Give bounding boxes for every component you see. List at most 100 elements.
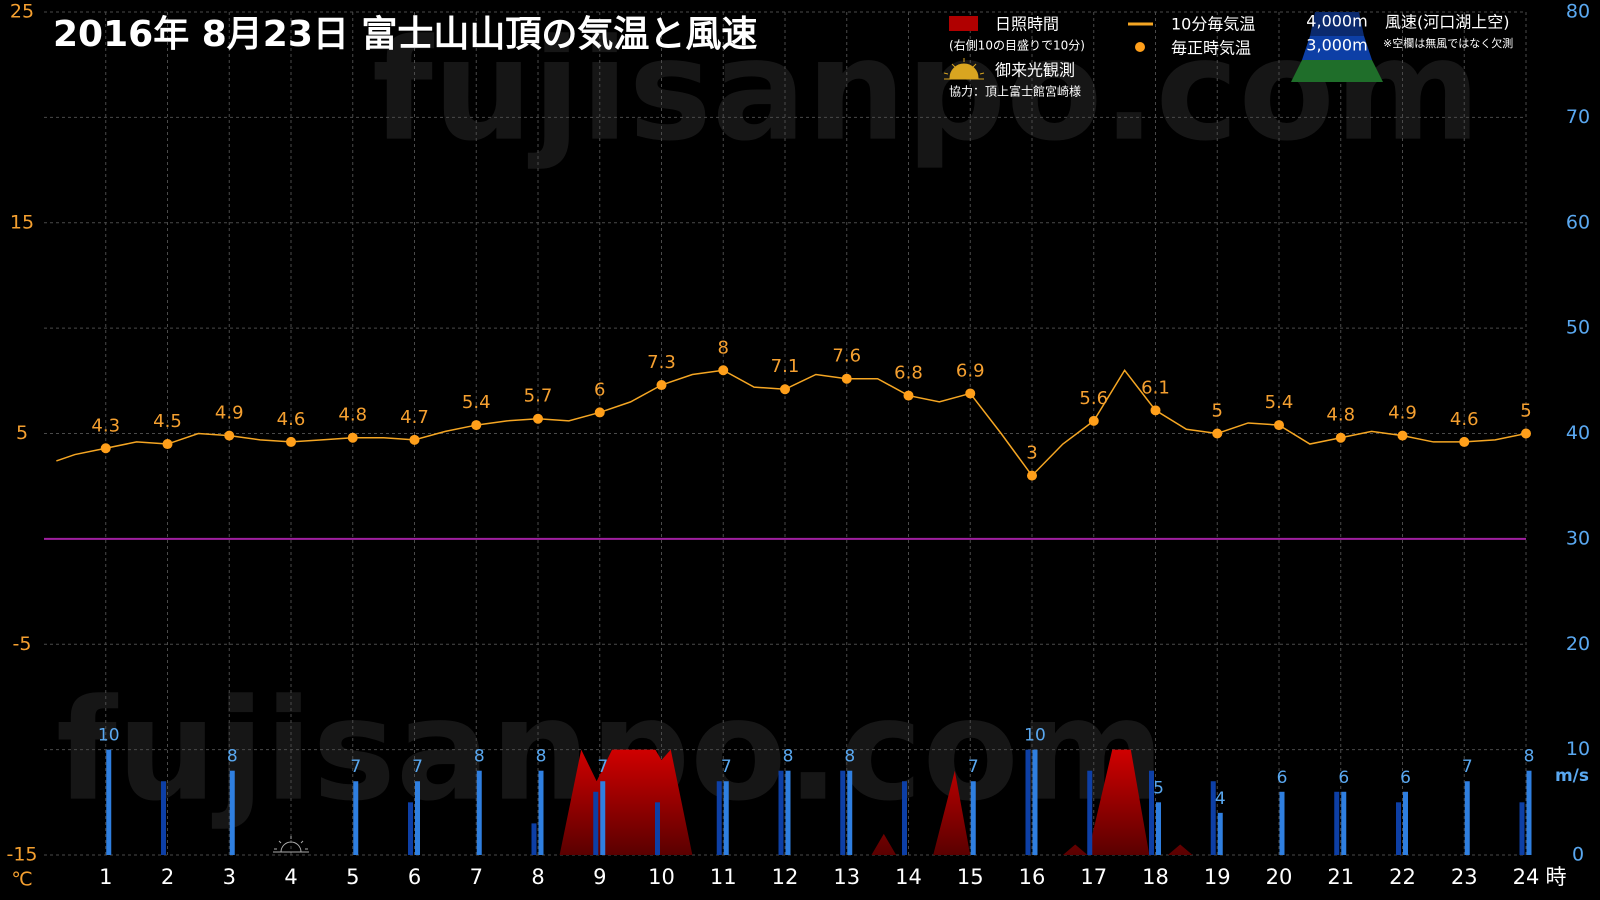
- y-tick-label: 25: [10, 1, 34, 23]
- sunshine-area: [559, 749, 1193, 855]
- temp-label: 3: [1026, 443, 1037, 464]
- y-tick-label: 5: [16, 422, 28, 444]
- sunrise-ray: [278, 840, 282, 844]
- y2-tick-label: 20: [1566, 633, 1590, 655]
- y2-tick-label: 40: [1566, 422, 1590, 444]
- x-tick-label: 21: [1327, 865, 1354, 889]
- y-tick-label: -5: [13, 633, 32, 655]
- temp-label: 4.6: [1450, 409, 1479, 430]
- temp-label: 5: [1212, 401, 1223, 422]
- legend: 2016年 8月23日 富士山山頂の気温と風速 日照時間 (右側10の目盛りで1…: [53, 12, 1513, 99]
- wind-label: 5: [1153, 778, 1164, 798]
- wind-label: 6: [1277, 768, 1288, 788]
- temp-point: [162, 439, 173, 450]
- wind-bar: [970, 781, 976, 855]
- temp-point: [1521, 428, 1531, 439]
- wind-label: 8: [474, 747, 485, 767]
- y-unit: ℃: [11, 869, 32, 891]
- wind-bar: [1025, 749, 1031, 855]
- wind-bar: [1087, 770, 1093, 855]
- wind-bar: [778, 770, 784, 855]
- temp-point: [409, 434, 420, 445]
- x-tick-label: 13: [833, 865, 860, 889]
- y2-tick-label: 10: [1566, 738, 1590, 760]
- temp-label: 8: [718, 337, 729, 358]
- temp-point: [347, 432, 358, 443]
- x-tick-label: 8: [531, 865, 544, 889]
- x-tick-label: 14: [895, 865, 922, 889]
- wind-label: 8: [1524, 747, 1535, 767]
- temp-point: [1088, 415, 1099, 426]
- wind-bar: [106, 749, 112, 855]
- temp-point: [841, 373, 852, 384]
- y2-tick-label: 30: [1566, 527, 1590, 549]
- x-tick-label: 17: [1080, 865, 1107, 889]
- x-tick-label: 16: [1019, 865, 1046, 889]
- temp-point: [594, 407, 605, 418]
- wind-label: 7: [721, 757, 732, 777]
- x-tick-label: 9: [593, 865, 606, 889]
- temp-label: 7.6: [832, 346, 861, 367]
- temp-label: 4.3: [91, 415, 120, 436]
- wind-bar: [847, 770, 853, 855]
- temp-label: 4.7: [400, 407, 429, 428]
- sunrise-ray: [300, 840, 304, 844]
- wind-bar: [408, 802, 413, 855]
- temp-label: 6: [594, 379, 605, 400]
- legend-note: (右側10の目盛りで10分): [949, 38, 1085, 53]
- wind-bar: [1210, 781, 1216, 855]
- y2-unit: m/s: [1555, 766, 1589, 786]
- temp-label: 6.8: [894, 363, 923, 384]
- wind-label: 7: [412, 757, 423, 777]
- wind-label: 4: [1215, 789, 1226, 809]
- x-tick-label: 2: [161, 865, 174, 889]
- temp-point: [1397, 430, 1408, 441]
- chart-title: 2016年 8月23日 富士山山頂の気温と風速: [53, 13, 757, 55]
- temp-label: 5.4: [462, 392, 491, 413]
- legend-label: 10分毎気温: [1171, 15, 1255, 34]
- x-tick-label: 6: [408, 865, 421, 889]
- x-tick-label: 15: [957, 865, 984, 889]
- temp-label: 7.3: [647, 352, 676, 373]
- wind-bar: [1149, 770, 1154, 855]
- temp-label: 4.9: [215, 403, 244, 424]
- y2-tick-label: 70: [1566, 106, 1590, 128]
- sunrise-marker: [273, 836, 309, 853]
- temp-label: 5.7: [524, 386, 553, 407]
- mountain-icon: [1291, 12, 1383, 82]
- temp-point: [1027, 470, 1037, 481]
- watermark-layer: fujisanpo.com fujisanpo.com: [56, 10, 1481, 833]
- x-tick-label: 10: [648, 865, 675, 889]
- sunrise-icon: [943, 58, 985, 80]
- wind-bar: [1032, 749, 1038, 855]
- x-tick-label: 7: [470, 865, 483, 889]
- wind-bar: [1334, 791, 1340, 855]
- temp-label: 4.8: [1326, 405, 1355, 426]
- temp-point: [100, 443, 111, 454]
- wind-label: 8: [783, 747, 794, 767]
- wind-bar: [229, 770, 235, 855]
- temp-point: [1335, 432, 1346, 443]
- x-tick-label: 5: [346, 865, 359, 889]
- x-tick-label: 1: [99, 865, 112, 889]
- wind-bar: [1519, 802, 1525, 855]
- temp-label: 4.5: [153, 411, 182, 432]
- temp-label: 6.9: [956, 360, 985, 381]
- wind-label: 10: [98, 726, 120, 746]
- temp-label: 4.8: [338, 405, 367, 426]
- wind-bar: [1279, 791, 1285, 855]
- temp-point: [780, 384, 790, 395]
- legend-label: 御来光観測: [995, 61, 1075, 80]
- x-tick-label: 18: [1142, 865, 1169, 889]
- temp-point: [1150, 405, 1161, 416]
- wind-bar: [1526, 770, 1532, 855]
- legend-swatch: [1135, 42, 1145, 52]
- temp-point: [471, 420, 482, 431]
- wind-bar: [1396, 802, 1401, 855]
- temp-point: [903, 390, 914, 401]
- sunrise-sun: [280, 841, 302, 853]
- temp-point: [656, 380, 667, 391]
- legend-label: 3,000m: [1306, 36, 1367, 55]
- y2-tick-label: 50: [1566, 317, 1590, 339]
